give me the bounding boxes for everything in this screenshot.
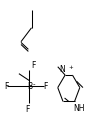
Text: F: F <box>44 82 48 91</box>
Text: F: F <box>32 60 36 70</box>
Text: F: F <box>5 82 9 91</box>
Text: -: - <box>32 81 35 87</box>
Text: N: N <box>59 65 65 74</box>
Text: B: B <box>27 82 32 91</box>
Text: +: + <box>68 65 73 70</box>
Text: NH: NH <box>73 104 85 113</box>
Text: F: F <box>26 105 30 114</box>
